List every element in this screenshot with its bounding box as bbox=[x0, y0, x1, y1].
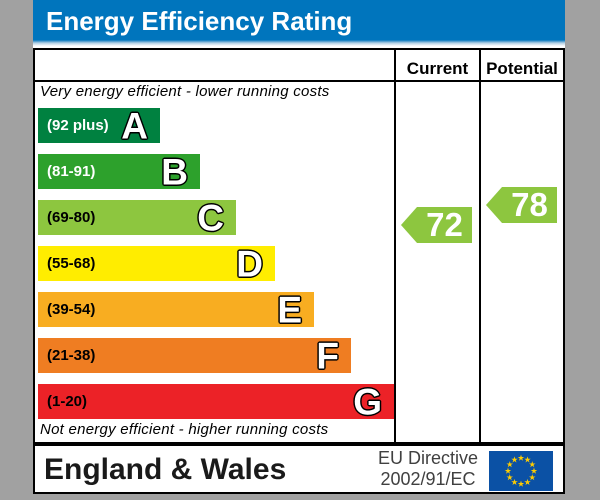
rating-band-f: (21-38) F bbox=[38, 335, 351, 376]
band-range-label-e: (39-54) bbox=[47, 301, 96, 318]
page-title: Energy Efficiency Rating bbox=[46, 6, 353, 36]
header-divider bbox=[35, 80, 563, 82]
footer-region-label: England & Wales bbox=[44, 453, 287, 486]
band-letter-a: A bbox=[121, 105, 148, 146]
band-letter-e: E bbox=[277, 289, 302, 330]
current-rating-value: 72 bbox=[426, 206, 463, 243]
eu-directive-line1: EU Directive bbox=[377, 448, 478, 468]
band-letter-f: F bbox=[316, 335, 339, 376]
band-range-label-g: (1-20) bbox=[47, 393, 88, 410]
eu-flag-icon bbox=[489, 451, 553, 491]
rating-band-a: (92 plus) A bbox=[38, 105, 160, 146]
band-letter-g: G bbox=[353, 381, 382, 422]
band-letter-c: C bbox=[197, 197, 224, 238]
rating-band-e: (39-54) E bbox=[38, 289, 314, 330]
band-letter-d: D bbox=[236, 243, 263, 284]
title-strip: Energy Efficiency Rating bbox=[33, 0, 565, 48]
column-header-potential: Potential bbox=[486, 58, 558, 78]
column-divider-potential bbox=[479, 50, 481, 442]
column-divider-current bbox=[394, 50, 396, 442]
top-note: Very energy efficient - lower running co… bbox=[40, 83, 330, 100]
footer: England & Wales EU Directive 2002/91/EC bbox=[33, 444, 565, 494]
band-range-label-d: (55-68) bbox=[47, 255, 96, 272]
eu-directive-line2: 2002/91/EC bbox=[380, 469, 476, 489]
eu-directive-label: EU Directive 2002/91/EC bbox=[378, 448, 478, 490]
band-range-label-b: (81-91) bbox=[47, 163, 96, 180]
column-header-current: Current bbox=[406, 58, 469, 78]
rating-band-d: (55-68) D bbox=[38, 243, 275, 284]
title-bar: Energy Efficiency Rating bbox=[33, 0, 565, 46]
potential-rating-value: 78 bbox=[511, 186, 548, 223]
rating-table: Current Potential Very energy efficient … bbox=[33, 48, 565, 444]
rating-band-g: (1-20) G bbox=[38, 381, 394, 422]
rating-band-c: (69-80) C bbox=[38, 197, 236, 238]
rating-band-b: (81-91) B bbox=[38, 151, 200, 192]
band-range-label-f: (21-38) bbox=[47, 347, 96, 364]
bottom-note: Not energy efficient - higher running co… bbox=[40, 421, 329, 438]
band-letter-b: B bbox=[161, 151, 188, 192]
band-range-label-a: (92 plus) bbox=[47, 117, 109, 134]
current-rating-arrow: 72 bbox=[401, 206, 472, 243]
potential-rating-arrow: 78 bbox=[486, 186, 557, 223]
potential-arrow-shape bbox=[486, 187, 557, 223]
current-arrow-shape bbox=[401, 207, 472, 243]
band-range-label-c: (69-80) bbox=[47, 209, 96, 226]
